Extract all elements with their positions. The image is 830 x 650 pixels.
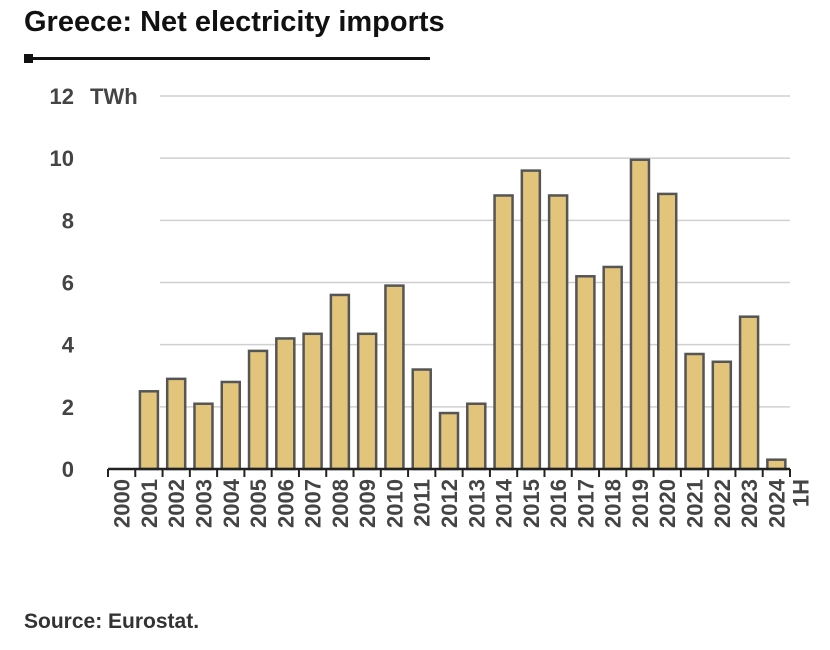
bar — [493, 194, 514, 471]
bar — [547, 194, 569, 471]
x-tick-label: 2008 — [328, 479, 353, 528]
x-tick-label: 2002 — [164, 479, 189, 528]
x-tick-label: 2011 — [410, 479, 435, 527]
x-tick-label: 2010 — [382, 479, 407, 528]
x-tick-label: 2006 — [273, 479, 298, 528]
x-tick-label: 20241H — [764, 478, 813, 528]
bar — [165, 377, 187, 471]
bar — [520, 169, 542, 471]
chart-title: Greece: Net electricity imports — [24, 6, 445, 38]
x-tick-label: 2007 — [301, 479, 326, 528]
x-tick-label: 2020 — [655, 479, 680, 528]
bar — [411, 368, 432, 471]
y-tick-label: 12 — [50, 84, 74, 109]
x-tick-label: 2017 — [573, 479, 598, 528]
bar — [438, 411, 460, 471]
bar — [302, 332, 323, 471]
bar — [629, 158, 651, 471]
title-underline-marker — [24, 54, 33, 63]
x-tick-label: 2012 — [437, 479, 462, 528]
bar — [247, 349, 269, 471]
y-tick-label: 2 — [62, 395, 74, 420]
x-tick-label: 2005 — [246, 479, 271, 528]
bar — [193, 402, 214, 471]
title-underline — [24, 57, 430, 60]
x-tick-label: 2003 — [191, 479, 216, 528]
bar — [356, 332, 378, 471]
y-axis-ticks: 0 2 4 6 8 10 12 — [50, 84, 75, 482]
y-axis-unit-label: TWh — [90, 84, 138, 109]
bar — [575, 275, 596, 471]
y-tick-label: 0 — [62, 457, 74, 482]
y-tick-label: 8 — [62, 208, 74, 233]
bar — [684, 352, 705, 471]
x-tick-label: 2004 — [219, 478, 244, 528]
bar — [329, 293, 351, 471]
bar — [711, 360, 733, 471]
bar — [656, 192, 678, 471]
x-tick-label: 2015 — [519, 479, 544, 528]
x-axis-ticks: 2000 2001 2002 2003 2004 2005 2006 2007 2008 2009… — [110, 478, 814, 528]
bar — [275, 337, 296, 471]
x-tick-label: 2016 — [546, 479, 571, 528]
x-tick-label: 2019 — [628, 479, 653, 528]
x-tick-label: 2018 — [601, 479, 626, 528]
x-tick-label: 2023 — [737, 479, 762, 528]
x-tick-label: 2001 — [137, 479, 162, 528]
x-tick-label: 2014 — [492, 478, 517, 528]
bar — [766, 458, 787, 471]
bar — [466, 402, 487, 471]
y-tick-label: 10 — [50, 146, 74, 171]
x-axis — [107, 467, 791, 477]
y-tick-label: 4 — [62, 333, 75, 358]
bar — [220, 380, 242, 471]
bar — [602, 265, 623, 471]
x-tick-label: 2022 — [710, 479, 735, 528]
x-tick-label: 2013 — [464, 479, 489, 528]
bar — [384, 284, 405, 471]
bar — [738, 315, 760, 471]
bar — [138, 390, 160, 471]
x-tick-label: 2000 — [110, 479, 135, 528]
x-tick-label: 2021 — [683, 479, 708, 528]
y-tick-label: 6 — [62, 271, 74, 296]
x-tick-label: 2009 — [355, 479, 380, 528]
source-note: Source: Eurostat. — [24, 610, 200, 633]
bars — [138, 158, 787, 471]
